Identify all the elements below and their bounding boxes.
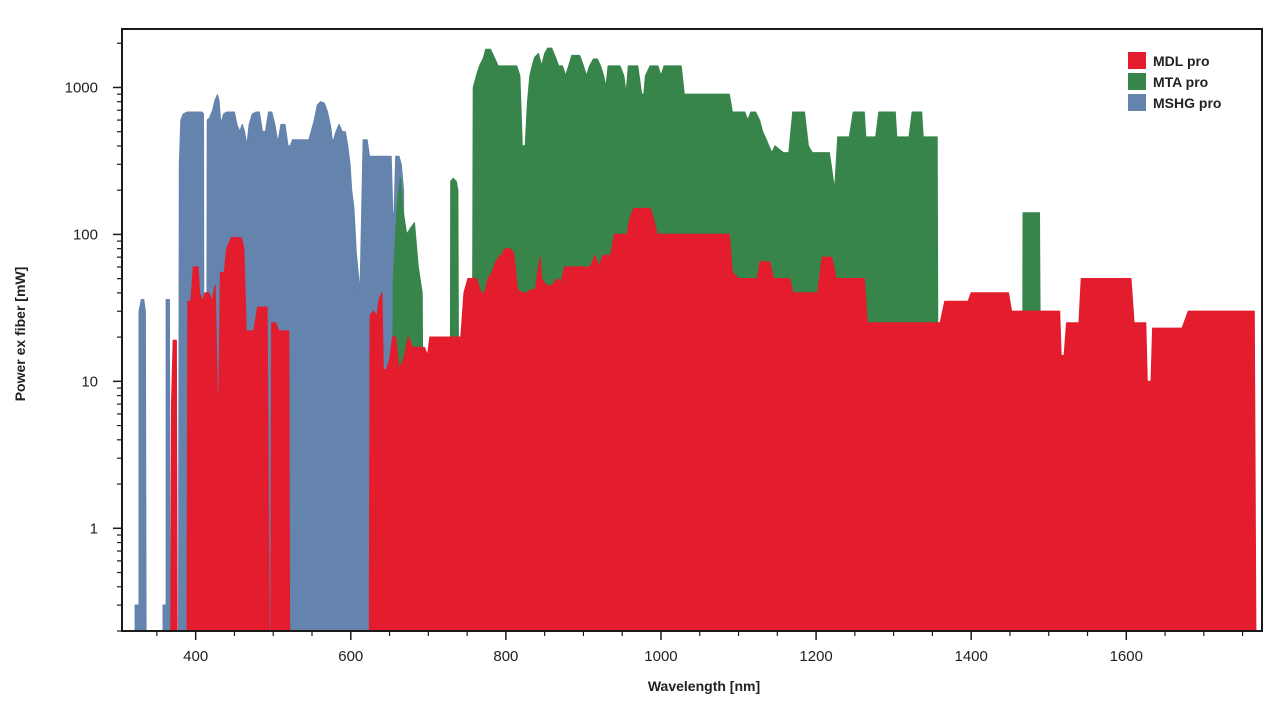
plot-frame: [121, 28, 1263, 632]
y-tick-label-100: 100: [73, 226, 98, 243]
x-tick-label-400: 400: [183, 648, 208, 665]
x-tick-label-1400: 1400: [954, 648, 987, 665]
series-layer: [134, 47, 1257, 632]
y-tick-label-10: 10: [81, 373, 98, 390]
legend-swatch-mdl-pro: [1128, 52, 1146, 69]
x-axis-title: Wavelength [nm]: [648, 678, 760, 694]
legend-label-mta-pro: MTA pro: [1153, 74, 1208, 90]
y-tick-label-1000: 1000: [65, 79, 98, 96]
legend-label-mshg-pro: MSHG pro: [1153, 95, 1221, 111]
axes-layer: 400 600 800 1000 1200 1400 1600 1 10 100 1000: [65, 28, 1263, 665]
legend-swatch-mshg-pro: [1128, 94, 1146, 111]
series-area-mdl-pro: [170, 207, 1257, 632]
legend: MDL pro MTA pro MSHG pro: [1128, 52, 1221, 111]
x-tick-label-1600: 1600: [1110, 648, 1143, 665]
legend-label-mdl-pro: MDL pro: [1153, 53, 1210, 69]
y-tick-label-1: 1: [90, 520, 98, 537]
x-tick-label-1000: 1000: [644, 648, 677, 665]
x-tick-label-1200: 1200: [799, 648, 832, 665]
x-tick-label-600: 600: [338, 648, 363, 665]
legend-swatch-mta-pro: [1128, 73, 1146, 90]
y-axis-title: Power ex fiber [mW]: [12, 267, 28, 402]
x-tick-label-800: 800: [493, 648, 518, 665]
